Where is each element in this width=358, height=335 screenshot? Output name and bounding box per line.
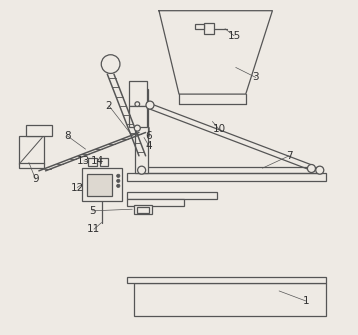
Text: 10: 10 <box>212 124 226 134</box>
Text: 6: 6 <box>146 131 152 141</box>
Bar <box>195 24 204 29</box>
Bar <box>82 168 122 201</box>
Bar <box>19 163 44 168</box>
Text: 7: 7 <box>286 151 292 161</box>
Bar <box>88 158 97 166</box>
Circle shape <box>134 125 140 131</box>
Bar <box>87 174 112 196</box>
Text: 4: 4 <box>146 141 152 151</box>
Bar <box>134 283 326 316</box>
Circle shape <box>316 166 324 174</box>
Circle shape <box>308 164 315 173</box>
Bar <box>129 106 147 127</box>
Bar <box>135 89 147 173</box>
Bar <box>100 158 108 166</box>
Circle shape <box>137 166 146 174</box>
Text: 2: 2 <box>106 101 112 111</box>
Circle shape <box>101 55 120 73</box>
Bar <box>127 277 326 283</box>
Text: 5: 5 <box>89 206 96 216</box>
Circle shape <box>117 184 120 188</box>
Circle shape <box>117 179 120 183</box>
Bar <box>129 81 147 106</box>
Text: 1: 1 <box>303 296 309 306</box>
Bar <box>19 136 44 164</box>
Text: 11: 11 <box>87 224 101 234</box>
Bar <box>134 205 152 214</box>
Bar <box>25 125 52 136</box>
Text: 12: 12 <box>71 183 84 193</box>
Circle shape <box>146 101 154 109</box>
Text: 9: 9 <box>32 174 39 184</box>
Text: 3: 3 <box>252 72 259 82</box>
Text: 13: 13 <box>77 156 91 166</box>
Bar <box>127 192 217 199</box>
Bar <box>204 23 214 34</box>
Bar <box>127 173 326 181</box>
Bar <box>137 207 149 212</box>
Text: 15: 15 <box>227 31 241 41</box>
Circle shape <box>135 102 140 107</box>
Bar <box>127 199 184 206</box>
Circle shape <box>117 174 120 178</box>
Text: 8: 8 <box>64 131 71 141</box>
Text: 14: 14 <box>91 156 104 166</box>
